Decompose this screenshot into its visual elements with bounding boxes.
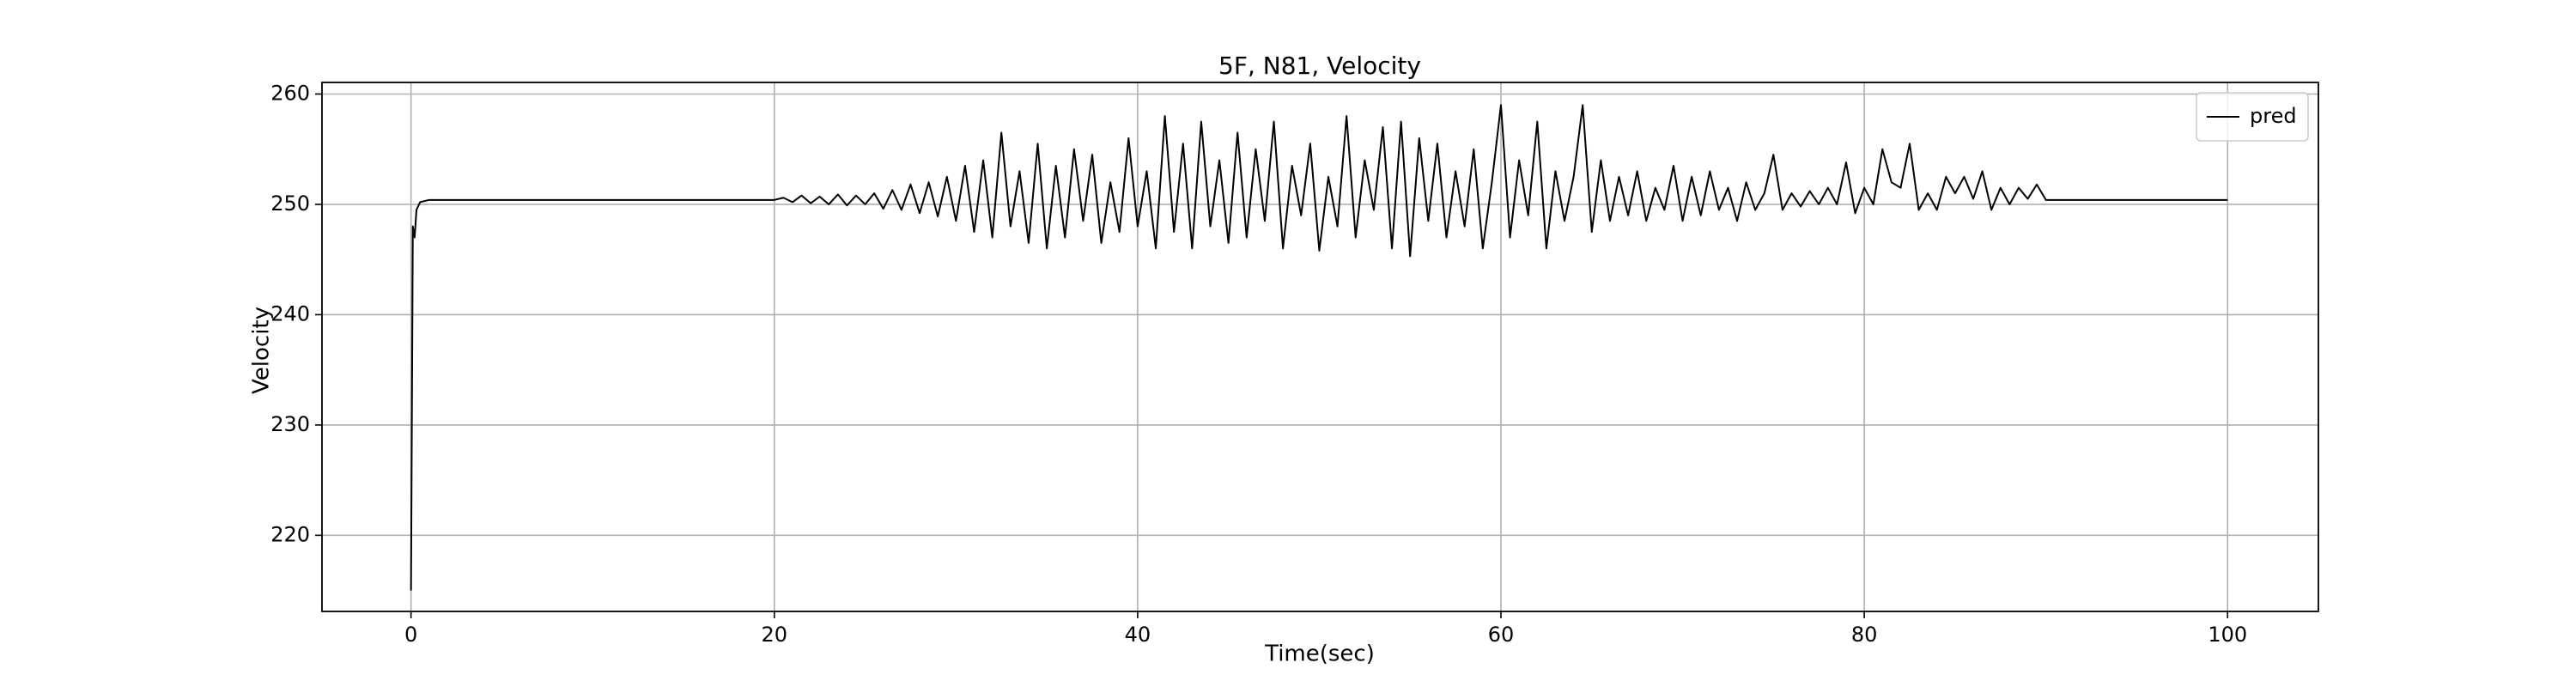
y-tick-label: 220 — [270, 522, 310, 546]
y-tick-label: 230 — [270, 412, 310, 436]
legend: pred — [2196, 92, 2309, 142]
x-axis-label: Time(sec) — [1264, 641, 1375, 667]
x-tick-label: 0 — [404, 623, 417, 647]
axes-frame — [321, 82, 2319, 612]
x-tick-label: 40 — [1125, 623, 1151, 647]
grid — [322, 82, 2318, 611]
line-series — [410, 104, 2228, 591]
y-tick-label: 240 — [270, 301, 310, 325]
x-tick-label: 100 — [2208, 623, 2247, 647]
y-tick-label: 260 — [270, 81, 310, 105]
x-tick-label: 80 — [1851, 623, 1878, 647]
legend-box — [2196, 92, 2309, 142]
plot-area — [410, 104, 2228, 591]
legend-label: pred — [2250, 104, 2297, 128]
y-tick-label: 250 — [270, 192, 310, 216]
x-tick-label: 20 — [762, 623, 788, 647]
y-axis-label: Velocity — [249, 307, 275, 394]
chart-title: 5F, N81, Velocity — [1218, 52, 1421, 80]
x-tick-label: 60 — [1488, 623, 1515, 647]
